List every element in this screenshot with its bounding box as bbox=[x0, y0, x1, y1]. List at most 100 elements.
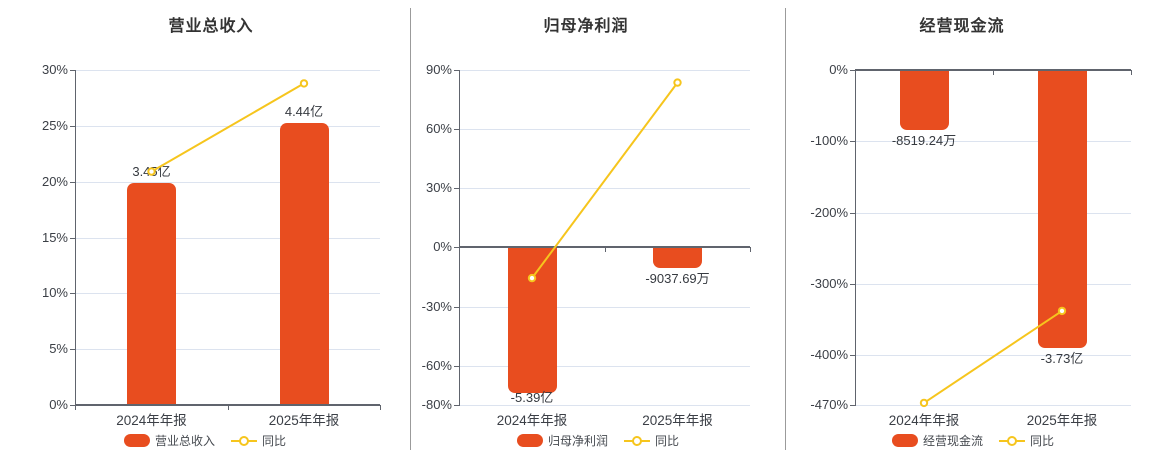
panel-divider bbox=[785, 8, 786, 450]
y-axis-tick bbox=[850, 283, 855, 285]
y-axis-tick bbox=[70, 349, 75, 351]
y-axis-tick bbox=[70, 181, 75, 183]
x-axis-tick bbox=[459, 247, 460, 253]
y-axis-tick-label: -200% bbox=[810, 204, 848, 220]
dot-glyph bbox=[632, 435, 642, 446]
bar-2024年年报 bbox=[507, 247, 557, 394]
y-axis-tick-label: 15% bbox=[41, 229, 68, 245]
legend-item-bar-series[interactable]: 归母净利润 bbox=[516, 432, 608, 449]
bar-value-label: 4.44亿 bbox=[284, 103, 324, 119]
y-axis-tick bbox=[850, 141, 855, 143]
legend-item-line-series[interactable]: 同比 bbox=[624, 432, 679, 449]
legend-label: 同比 bbox=[1030, 434, 1055, 448]
legend-item-line-series[interactable]: 同比 bbox=[999, 432, 1054, 449]
y-axis-tick-label: 30% bbox=[41, 62, 68, 77]
legend-label: 营业总收入 bbox=[154, 434, 215, 448]
x-axis-tick bbox=[855, 70, 856, 75]
chart-title-cash-flow: 经营现金流 bbox=[919, 18, 1005, 35]
y-axis-tick-label: 10% bbox=[41, 285, 68, 301]
bar-2025年年报 bbox=[653, 247, 702, 269]
y-axis-tick-label: -30% bbox=[421, 298, 452, 314]
bar-series-swatch bbox=[123, 434, 150, 447]
gridline bbox=[459, 129, 750, 131]
gridline bbox=[75, 181, 380, 183]
gridline bbox=[855, 141, 1131, 143]
y-axis-tick-label: 25% bbox=[41, 117, 68, 133]
y-axis-line bbox=[75, 70, 76, 406]
legend-item-line-series[interactable]: 同比 bbox=[231, 432, 286, 449]
y-axis-tick bbox=[70, 293, 75, 295]
panel-divider bbox=[410, 8, 411, 450]
line-series-marker-icon bbox=[999, 435, 1025, 447]
x-axis-tick bbox=[1131, 70, 1132, 75]
y-axis-tick-label: 0% bbox=[829, 62, 848, 77]
y-axis-tick-label: -60% bbox=[421, 357, 452, 373]
y-axis-tick-label: 20% bbox=[41, 173, 68, 189]
x-axis-tick bbox=[604, 247, 606, 253]
legend-item-bar-series[interactable]: 经营现金流 bbox=[891, 432, 983, 449]
y-axis-tick-label: 60% bbox=[425, 121, 452, 137]
legend-item-bar-series[interactable]: 营业总收入 bbox=[123, 432, 215, 449]
y-axis-tick-label: -400% bbox=[810, 347, 848, 363]
gridline bbox=[459, 405, 750, 406]
gridline bbox=[459, 70, 750, 71]
y-axis-tick-label: -300% bbox=[810, 275, 848, 291]
y-axis-tick bbox=[454, 247, 459, 249]
y-axis-tick bbox=[454, 365, 459, 367]
bar-2024年年报 bbox=[127, 182, 176, 405]
gridline bbox=[75, 349, 380, 351]
gridline bbox=[459, 188, 750, 190]
gridline bbox=[855, 212, 1131, 214]
y-axis-tick-label: 5% bbox=[49, 341, 68, 357]
y-axis-tick bbox=[850, 405, 855, 406]
x-axis-tick bbox=[75, 405, 76, 410]
y-axis-tick bbox=[850, 212, 855, 214]
gridline bbox=[75, 125, 380, 127]
chart-title-revenue: 营业总收入 bbox=[168, 18, 254, 35]
x-axis-tick bbox=[750, 247, 751, 253]
gridline bbox=[855, 283, 1131, 285]
gridline bbox=[855, 405, 1131, 406]
x-axis-tick bbox=[380, 405, 381, 410]
bar-2025年年报 bbox=[279, 122, 329, 405]
legend-label: 归母净利润 bbox=[547, 434, 608, 448]
y-axis-tick bbox=[850, 355, 855, 357]
gridline bbox=[75, 237, 380, 239]
legend-label: 同比 bbox=[262, 434, 287, 448]
x-axis-label: 2024年年报 bbox=[496, 413, 568, 428]
x-axis-label: 2025年年报 bbox=[642, 413, 713, 428]
line-series-marker-icon bbox=[624, 435, 650, 447]
legend-label: 同比 bbox=[655, 434, 680, 448]
bar-value-label: -8519.24万 bbox=[891, 132, 957, 148]
gridline bbox=[75, 70, 380, 71]
gridline bbox=[459, 306, 750, 308]
y-axis-tick bbox=[70, 237, 75, 239]
bar-value-label: -9037.69万 bbox=[645, 271, 710, 287]
x-axis-label: 2024年年报 bbox=[116, 413, 187, 428]
x-axis-tick bbox=[227, 405, 229, 410]
bar-value-label: -5.39亿 bbox=[510, 390, 554, 405]
y-axis-tick-label: 90% bbox=[425, 62, 452, 77]
yoy-line-marker bbox=[673, 78, 682, 87]
y-axis-tick bbox=[454, 188, 459, 190]
y-axis-tick bbox=[850, 70, 855, 71]
y-axis-tick-label: -80% bbox=[421, 397, 452, 412]
y-axis-tick bbox=[70, 125, 75, 127]
y-axis-tick bbox=[454, 405, 459, 406]
bar-series-swatch bbox=[516, 434, 543, 447]
bar-value-label: -3.73亿 bbox=[1040, 351, 1084, 366]
x-axis-tick bbox=[993, 70, 994, 75]
legend-net-profit: 归母净利润 同比 bbox=[516, 432, 679, 449]
chart-title-net-profit: 归母净利润 bbox=[543, 18, 629, 35]
yoy-line-marker bbox=[299, 79, 309, 88]
y-axis-tick bbox=[454, 70, 459, 71]
y-axis-tick bbox=[454, 129, 459, 131]
y-axis-tick bbox=[70, 70, 75, 71]
legend-label: 经营现金流 bbox=[922, 434, 983, 448]
y-axis-line bbox=[459, 70, 460, 406]
legend-cash-flow: 经营现金流 同比 bbox=[891, 432, 1054, 449]
bar-2024年年报 bbox=[899, 70, 949, 130]
legend-revenue: 营业总收入 同比 bbox=[123, 432, 286, 449]
x-axis-label: 2024年年报 bbox=[888, 413, 960, 428]
